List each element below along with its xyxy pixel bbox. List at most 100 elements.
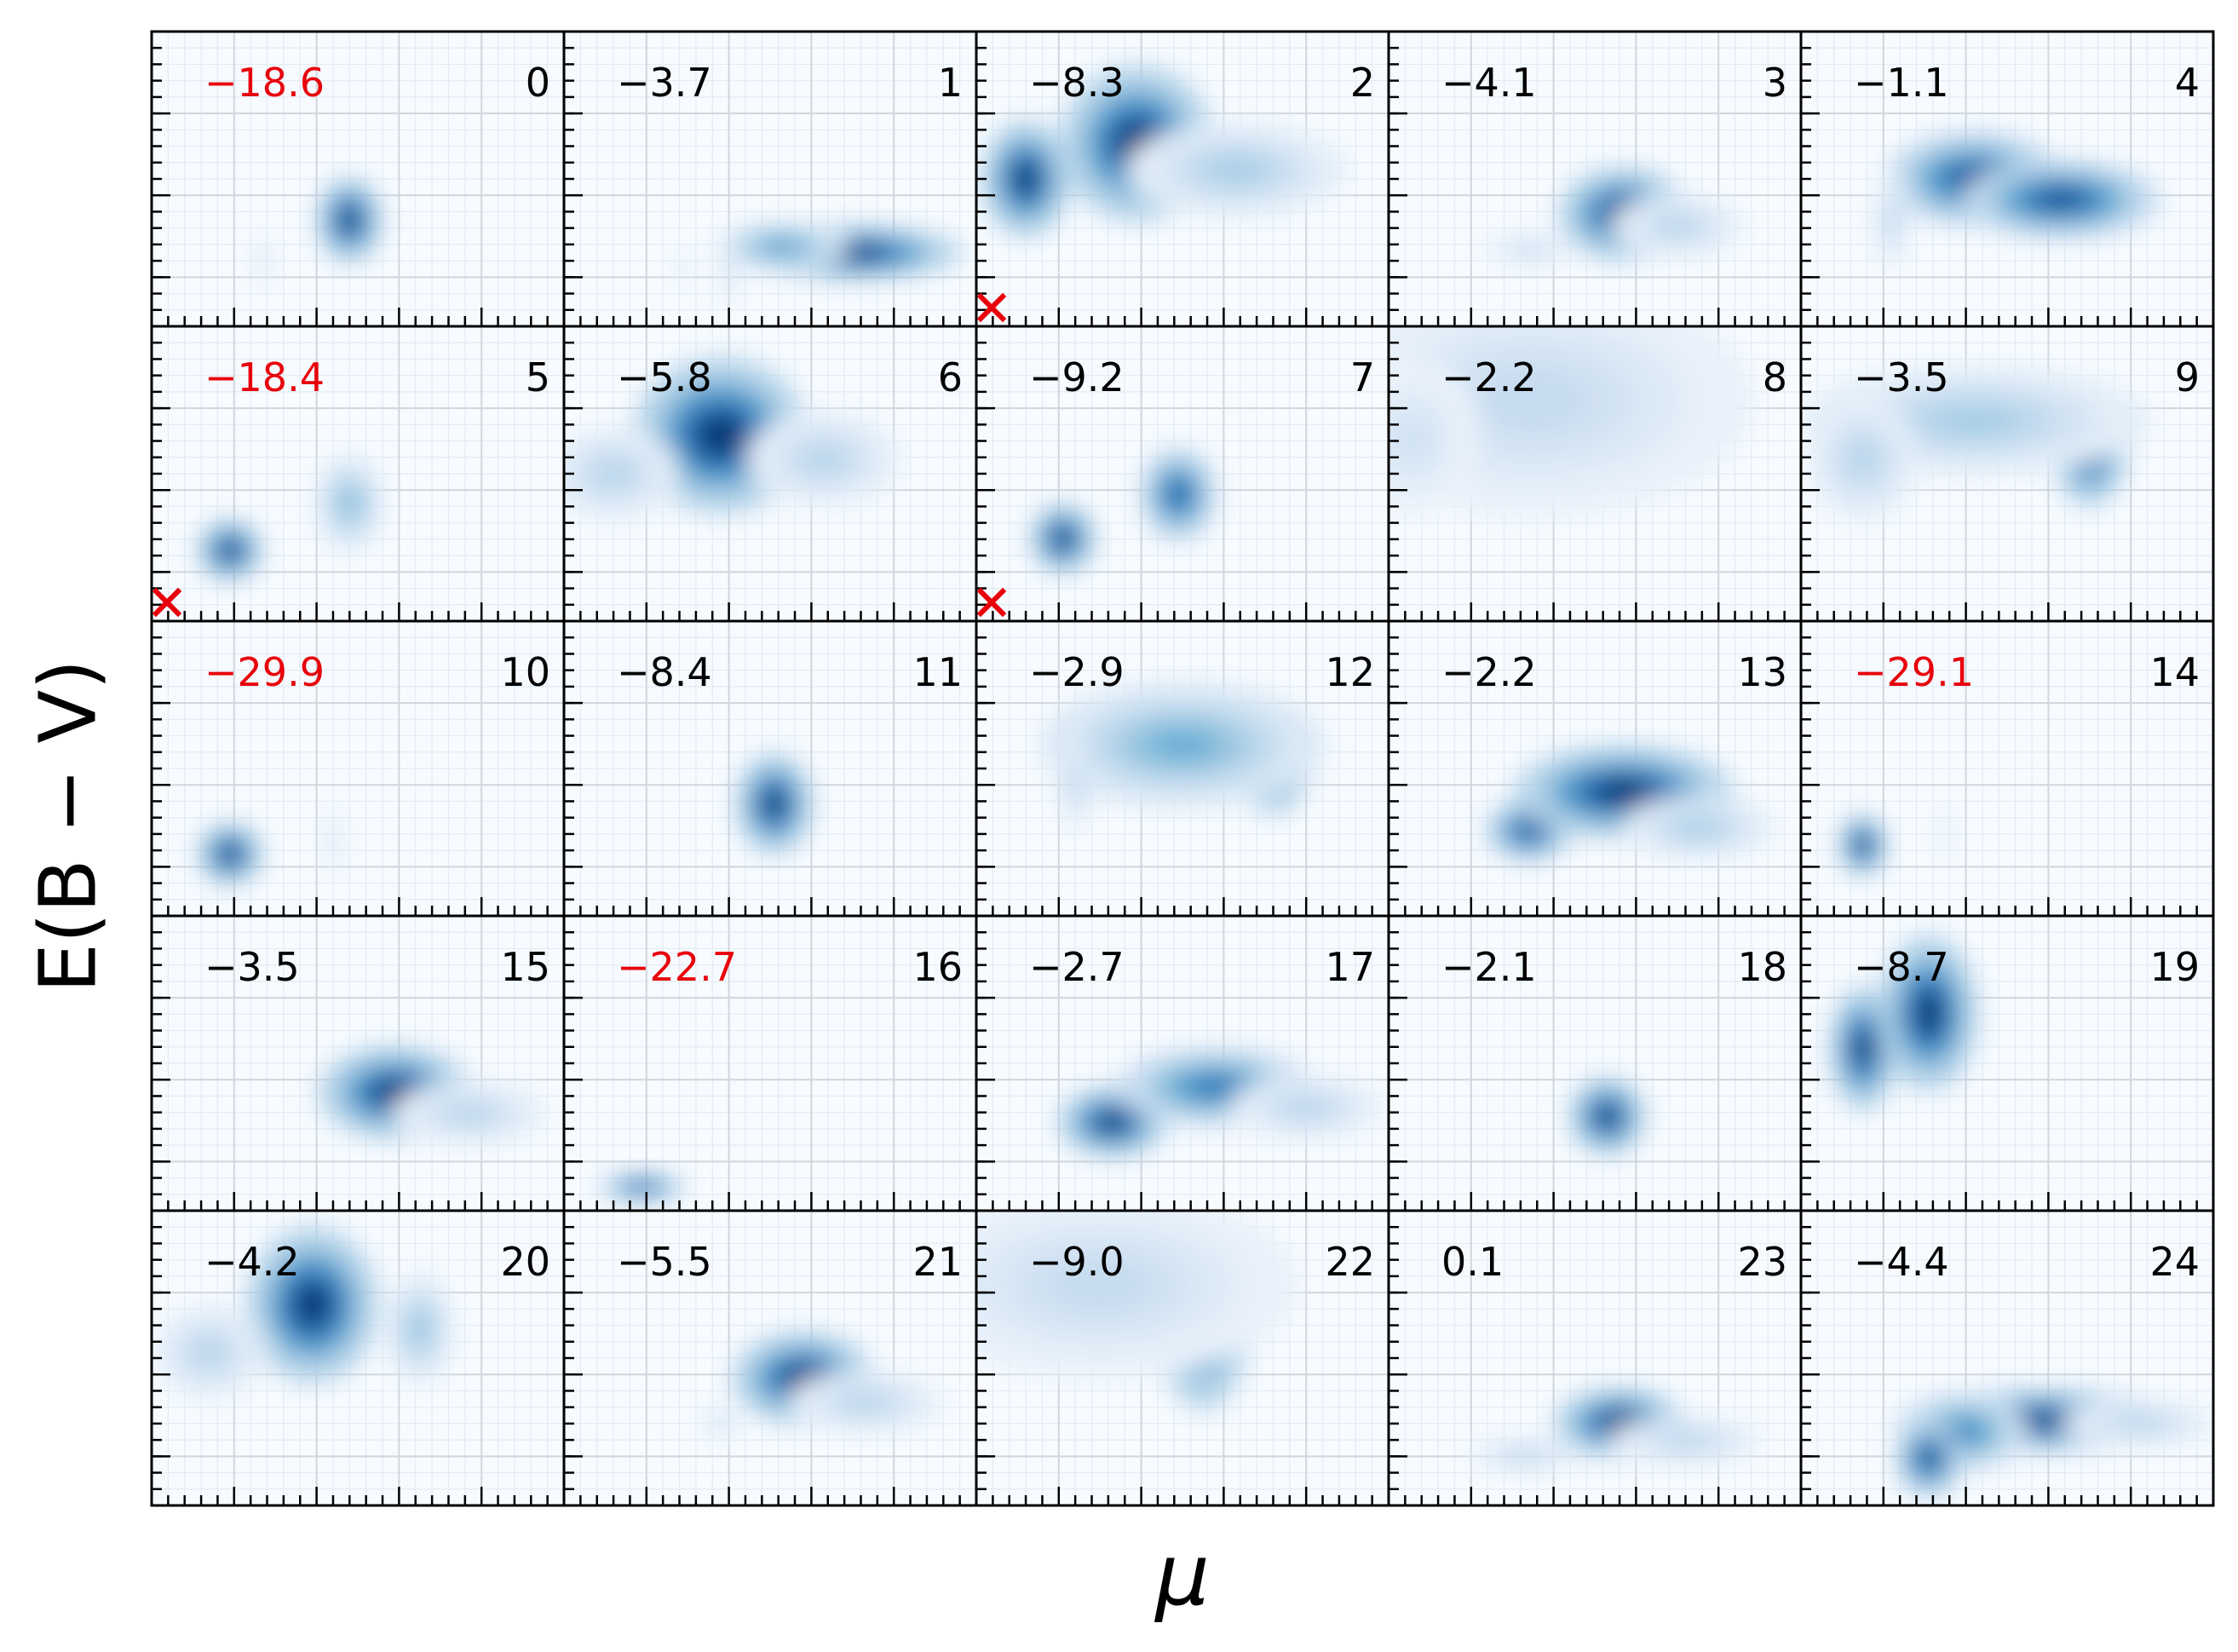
- panel-value-label: −22.7: [617, 944, 737, 990]
- panel-index-label: 1: [938, 60, 963, 106]
- panel-5: −18.4 5: [150, 325, 566, 623]
- panel-index-label: 7: [1350, 354, 1375, 400]
- panel-8: −2.2 8: [1387, 325, 1803, 623]
- panel-2: −8.3 2: [975, 30, 1390, 328]
- density-blob: [1879, 935, 1978, 1092]
- panel-ticks: [1389, 46, 1786, 326]
- panel-index-label: 13: [1737, 649, 1787, 695]
- density-blob: [1039, 682, 1326, 808]
- panel-index-label: 6: [938, 354, 963, 400]
- panel-grid-lines: [1801, 1211, 2213, 1505]
- density-blob: [676, 244, 690, 291]
- panel-ticks: [1389, 930, 1786, 1211]
- panel-value-label: −29.9: [204, 649, 325, 695]
- panel-22: −9.0 22: [975, 1209, 1390, 1507]
- panel-index-label: 8: [1763, 354, 1787, 400]
- density-blob: [246, 1226, 379, 1384]
- density-blob: [564, 426, 680, 521]
- panel-grid-lines: [1389, 32, 1801, 326]
- panel-4: −1.1 4: [1799, 30, 2215, 328]
- panel-ticks: [152, 46, 549, 326]
- density-blob: [722, 245, 736, 308]
- panel-value-label: −9.0: [1029, 1239, 1125, 1285]
- panel-value-label: −3.5: [204, 944, 300, 990]
- panel-index-label: 2: [1350, 60, 1375, 106]
- panel-index-label: 20: [500, 1239, 550, 1285]
- panel-index-label: 9: [2175, 354, 2200, 400]
- density-blob: [1140, 446, 1217, 542]
- panel-23: 0.1 23: [1387, 1209, 1803, 1507]
- cross-marker-icon: [976, 292, 1007, 323]
- density-blob: [1389, 326, 1752, 518]
- panel-ticks: [1389, 341, 1786, 621]
- cross-marker-icon: [976, 587, 1007, 618]
- panel-value-label: −4.2: [204, 1239, 300, 1285]
- density-blob: [197, 822, 263, 886]
- panel-value-label: −2.2: [1441, 649, 1537, 695]
- density-blob: [1829, 986, 1896, 1112]
- panel-index-label: 11: [912, 649, 963, 695]
- density-blob: [1389, 360, 1480, 517]
- density-blob: [197, 519, 263, 582]
- panel-1: −3.7 1: [562, 30, 978, 328]
- panel-9: −3.5 9: [1799, 325, 2215, 623]
- panel-index-label: 3: [1763, 60, 1787, 106]
- panel-index-label: 18: [1737, 944, 1787, 990]
- density-blob: [1470, 1439, 1580, 1471]
- panel-index-label: 0: [526, 60, 550, 106]
- panel-7: −9.2 7: [975, 325, 1390, 623]
- panel-12: −2.9 12: [975, 619, 1390, 918]
- panel-16: −22.7 16: [562, 914, 978, 1212]
- density-blob: [732, 1331, 875, 1426]
- panel-value-label: −1.1: [1854, 60, 1949, 106]
- panel-index-label: 24: [2149, 1239, 2200, 1285]
- panel-index-label: 22: [1325, 1239, 1375, 1285]
- panel-19: −8.7 19: [1799, 914, 2215, 1212]
- panel-index-label: 21: [912, 1239, 963, 1285]
- density-blob: [1808, 396, 1918, 522]
- density-blob: [256, 230, 270, 293]
- panel-15: −3.5 15: [150, 914, 566, 1212]
- x-axis-title: μ: [1155, 1525, 1210, 1625]
- panel-value-label: −9.2: [1029, 354, 1125, 400]
- panel-21: −5.5 21: [562, 1209, 978, 1507]
- panel-index-label: 4: [2175, 60, 2200, 106]
- density-blob: [1126, 123, 1346, 217]
- panel-value-label: −18.6: [204, 60, 325, 106]
- panel-index-label: 5: [526, 354, 550, 400]
- density-blob: [392, 1082, 546, 1145]
- panel-grid-lines: [152, 32, 564, 326]
- panel-ticks: [976, 636, 1373, 916]
- panel-index-label: 17: [1325, 944, 1375, 990]
- density-blob: [1058, 736, 1092, 831]
- panel-value-label: −8.7: [1854, 944, 1949, 990]
- density-blob: [1568, 1077, 1646, 1156]
- density-blob: [598, 1172, 687, 1201]
- density-blob: [1030, 503, 1096, 574]
- density-blob: [716, 222, 849, 271]
- cross-marker-icon: [152, 587, 182, 618]
- panel-10: −29.9 10: [150, 619, 566, 918]
- density-blob: [746, 412, 901, 506]
- panel-ticks: [152, 341, 549, 621]
- density-blob: [788, 1371, 942, 1434]
- panel-index-label: 10: [500, 649, 550, 695]
- panel-value-label: −3.5: [1854, 354, 1949, 400]
- panel-11: −8.4 11: [562, 619, 978, 918]
- panel-ticks: [152, 636, 549, 916]
- density-blob: [2062, 1399, 2213, 1447]
- density-blob: [154, 1304, 265, 1400]
- panel-ticks: [1389, 636, 1786, 916]
- panel-value-label: −5.5: [617, 1239, 712, 1285]
- panel-ticks: [564, 341, 961, 621]
- panel-ticks: [1801, 46, 2198, 326]
- density-blob: [1611, 194, 1744, 258]
- panel-20: −4.2 20: [150, 1209, 566, 1507]
- density-blob: [1838, 814, 1887, 877]
- density-blob: [1229, 1076, 1384, 1139]
- panel-value-label: −4.1: [1441, 60, 1537, 106]
- panel-value-label: −3.7: [617, 60, 712, 106]
- panel-ticks: [152, 930, 549, 1211]
- density-blob: [1938, 802, 1952, 865]
